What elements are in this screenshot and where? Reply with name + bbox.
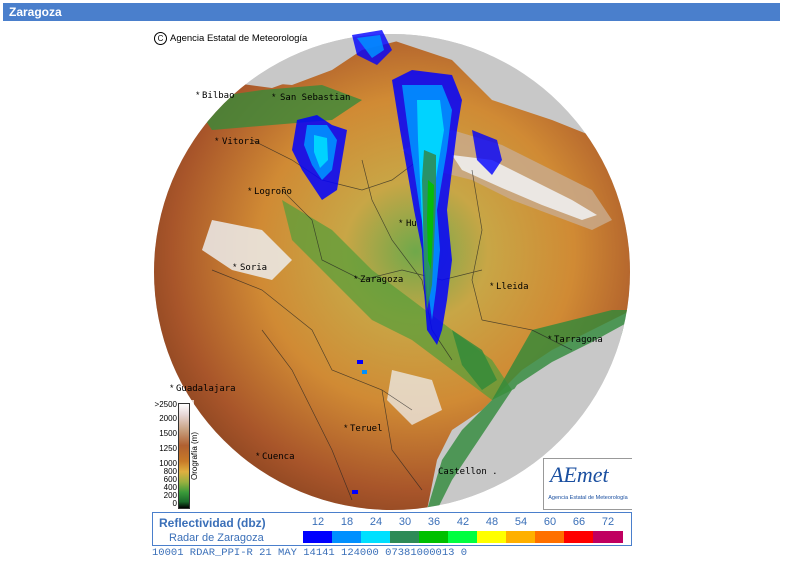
reflectivity-step: 24 (361, 516, 391, 543)
reflectivity-swatch (303, 531, 333, 543)
copyright-text: Agencia Estatal de Meteorología (170, 33, 308, 44)
city-vitoria: Vitoria (222, 137, 260, 147)
reflectivity-swatch (361, 531, 391, 543)
reflectivity-value: 42 (456, 516, 470, 528)
city-markers: * * * * * * * * * * * * (170, 90, 552, 461)
svg-text:*: * (354, 274, 358, 284)
svg-text:*: * (233, 262, 237, 272)
reflectivity-legend: Reflectividad (dbz) Radar de Zaragoza 12… (152, 512, 632, 546)
reflectivity-value: 36 (427, 516, 441, 528)
reflectivity-value: 60 (543, 516, 557, 528)
city-labels: Bilbao San Sebastian Vitoria Logroño Hu … (176, 91, 603, 477)
svg-text:*: * (490, 281, 494, 291)
city-lleida: Lleida (496, 282, 529, 292)
orography-tick: 600 (163, 475, 177, 484)
city-zaragoza: Zaragoza (360, 275, 403, 285)
orography-tick: 200 (163, 491, 177, 500)
city-soria: Soria (240, 263, 267, 273)
reflectivity-step: 66 (564, 516, 594, 543)
reflectivity-swatch (593, 531, 623, 543)
reflectivity-value: 54 (514, 516, 528, 528)
svg-text:*: * (170, 383, 174, 393)
info-bar: 10001 RDAR_PPI-R 21 MAY 14141 124000 073… (152, 547, 632, 560)
orography-tick: 0 (172, 499, 177, 508)
reflectivity-value: 24 (369, 516, 383, 528)
reflectivity-swatch (477, 531, 507, 543)
city-tarragona: Tarragona (554, 335, 603, 345)
reflectivity-step: 12 (303, 516, 333, 543)
svg-text:*: * (256, 451, 260, 461)
reflectivity-step: 30 (390, 516, 420, 543)
reflectivity-step: 42 (448, 516, 478, 543)
radar-map-canvas: Bilbao San Sebastian Vitoria Logroño Hu … (152, 30, 632, 510)
orography-legend: >2500 2000 1500 1250 1000 800 600 400 20… (152, 400, 199, 510)
orography-tick: 800 (163, 467, 177, 476)
reflectivity-swatch (390, 531, 420, 543)
svg-text:*: * (196, 90, 200, 100)
city-huesca: Hu (406, 219, 417, 229)
reflectivity-title: Reflectividad (dbz) (159, 516, 266, 530)
reflectivity-subtitle: Radar de Zaragoza (169, 532, 264, 544)
city-logrono: Logroño (254, 187, 292, 197)
reflectivity-step: 60 (535, 516, 565, 543)
logo-subtitle: Agencia Estatal de Meteorología (548, 495, 628, 501)
reflectivity-swatch (419, 531, 449, 543)
reflectivity-value: 12 (311, 516, 325, 528)
orography-label: Orografía (m) (190, 431, 199, 480)
orography-colorbar (178, 403, 190, 509)
orography-tick: 1500 (159, 429, 177, 438)
reflectivity-swatch (506, 531, 536, 543)
svg-text:*: * (548, 334, 552, 344)
city-castellon: Castellon . (438, 467, 498, 477)
city-san-sebastian: San Sebastian (280, 93, 350, 103)
reflectivity-swatch (332, 531, 362, 543)
svg-text:*: * (248, 186, 252, 196)
reflectivity-step: 36 (419, 516, 449, 543)
reflectivity-value: 30 (398, 516, 412, 528)
page-title: Zaragoza (3, 3, 780, 21)
radar-echoes (292, 30, 502, 494)
reflectivity-step: 54 (506, 516, 536, 543)
aemet-logo: AEmet Agencia Estatal de Meteorología (543, 458, 632, 510)
orography-tick: 400 (163, 483, 177, 492)
svg-text:*: * (399, 218, 403, 228)
reflectivity-value: 72 (601, 516, 615, 528)
city-guadalajara: Guadalajara (176, 384, 236, 394)
copyright-icon: C (154, 32, 167, 45)
reflectivity-swatch (564, 531, 594, 543)
radar-map: Bilbao San Sebastian Vitoria Logroño Hu … (152, 30, 632, 510)
svg-text:*: * (272, 92, 276, 102)
orography-tick: >2500 (154, 400, 177, 409)
reflectivity-step: 18 (332, 516, 362, 543)
city-teruel: Teruel (350, 424, 383, 434)
orography-tick: 1000 (159, 459, 177, 468)
reflectivity-step: 48 (477, 516, 507, 543)
orography-tick: 1250 (159, 444, 177, 453)
reflectivity-value: 66 (572, 516, 586, 528)
reflectivity-swatch (448, 531, 478, 543)
reflectivity-value: 18 (340, 516, 354, 528)
reflectivity-step: 72 (593, 516, 623, 543)
ebro-valley (282, 200, 512, 400)
logo-name: AEmet (550, 462, 609, 487)
city-cuenca: Cuenca (262, 452, 295, 462)
svg-text:*: * (344, 423, 348, 433)
reflectivity-value: 48 (485, 516, 499, 528)
orography-tick: 2000 (159, 414, 177, 423)
copyright-notice: C Agencia Estatal de Meteorología (154, 32, 307, 45)
svg-text:*: * (215, 136, 219, 146)
reflectivity-swatch (535, 531, 565, 543)
city-bilbao: Bilbao (202, 91, 235, 101)
